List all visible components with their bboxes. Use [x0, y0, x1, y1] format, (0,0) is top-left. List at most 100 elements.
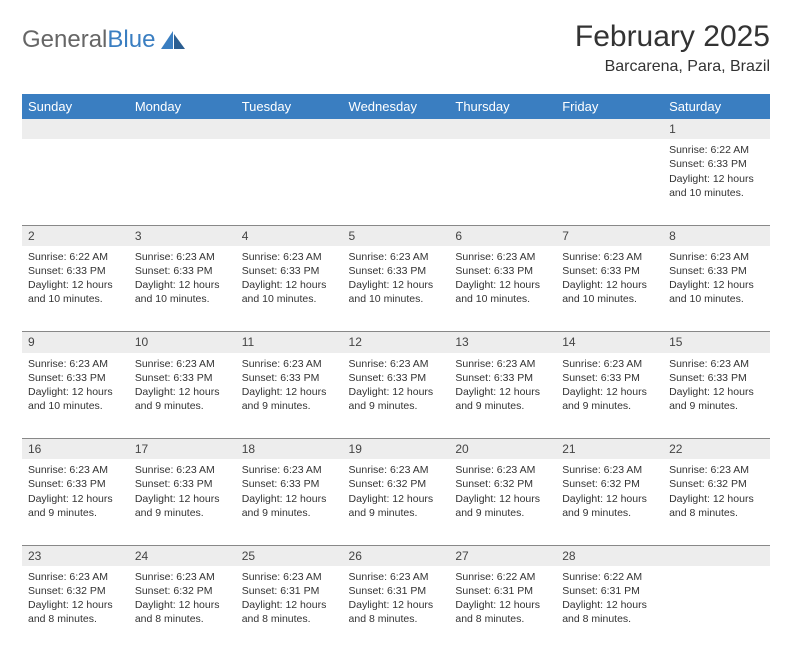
daylight-line: Daylight: 12 hours and 9 minutes. — [28, 492, 123, 520]
day-number-cell: 12 — [343, 332, 450, 353]
day-number-cell: 16 — [22, 439, 129, 460]
weekday-header-row: Sunday Monday Tuesday Wednesday Thursday… — [22, 94, 770, 119]
weekday-header: Thursday — [449, 94, 556, 119]
sunset-line: Sunset: 6:31 PM — [349, 584, 444, 598]
daylight-line: Daylight: 12 hours and 9 minutes. — [562, 492, 657, 520]
sunrise-line: Sunrise: 6:23 AM — [669, 463, 764, 477]
day-content-row: Sunrise: 6:22 AMSunset: 6:33 PMDaylight:… — [22, 139, 770, 225]
sunrise-line: Sunrise: 6:23 AM — [242, 250, 337, 264]
day-content-cell: Sunrise: 6:23 AMSunset: 6:33 PMDaylight:… — [343, 246, 450, 332]
sunrise-line: Sunrise: 6:23 AM — [455, 463, 550, 477]
day-content-cell — [22, 139, 129, 225]
day-number-row: 16171819202122 — [22, 439, 770, 460]
day-content-cell: Sunrise: 6:23 AMSunset: 6:33 PMDaylight:… — [343, 353, 450, 439]
daylight-line: Daylight: 12 hours and 9 minutes. — [349, 385, 444, 413]
sunrise-line: Sunrise: 6:23 AM — [242, 463, 337, 477]
sunset-line: Sunset: 6:33 PM — [562, 264, 657, 278]
day-number-cell: 18 — [236, 439, 343, 460]
daylight-line: Daylight: 12 hours and 10 minutes. — [242, 278, 337, 306]
daylight-line: Daylight: 12 hours and 8 minutes. — [242, 598, 337, 626]
sunset-line: Sunset: 6:32 PM — [349, 477, 444, 491]
day-number-cell: 19 — [343, 439, 450, 460]
sunset-line: Sunset: 6:32 PM — [562, 477, 657, 491]
day-number-cell: 14 — [556, 332, 663, 353]
daylight-line: Daylight: 12 hours and 8 minutes. — [455, 598, 550, 626]
sunrise-line: Sunrise: 6:23 AM — [349, 357, 444, 371]
daylight-line: Daylight: 12 hours and 9 minutes. — [562, 385, 657, 413]
sunrise-line: Sunrise: 6:23 AM — [455, 250, 550, 264]
day-number-cell — [22, 119, 129, 139]
day-content-cell: Sunrise: 6:23 AMSunset: 6:33 PMDaylight:… — [236, 353, 343, 439]
day-content-cell: Sunrise: 6:23 AMSunset: 6:33 PMDaylight:… — [556, 246, 663, 332]
day-content-cell: Sunrise: 6:23 AMSunset: 6:33 PMDaylight:… — [129, 353, 236, 439]
sunrise-line: Sunrise: 6:23 AM — [135, 250, 230, 264]
day-number-cell — [556, 119, 663, 139]
logo-text-blue: Blue — [107, 26, 155, 54]
location: Barcarena, Para, Brazil — [575, 58, 770, 76]
daylight-line: Daylight: 12 hours and 8 minutes. — [135, 598, 230, 626]
day-number-cell: 11 — [236, 332, 343, 353]
sunrise-line: Sunrise: 6:23 AM — [562, 463, 657, 477]
day-content-cell — [236, 139, 343, 225]
day-content-cell: Sunrise: 6:23 AMSunset: 6:33 PMDaylight:… — [663, 246, 770, 332]
day-content-cell: Sunrise: 6:23 AMSunset: 6:33 PMDaylight:… — [449, 353, 556, 439]
sunset-line: Sunset: 6:33 PM — [349, 371, 444, 385]
day-content-cell: Sunrise: 6:23 AMSunset: 6:33 PMDaylight:… — [22, 353, 129, 439]
sunrise-line: Sunrise: 6:22 AM — [669, 143, 764, 157]
day-content-cell: Sunrise: 6:23 AMSunset: 6:33 PMDaylight:… — [449, 246, 556, 332]
daylight-line: Daylight: 12 hours and 8 minutes. — [28, 598, 123, 626]
day-number-cell: 28 — [556, 545, 663, 566]
sunset-line: Sunset: 6:33 PM — [455, 371, 550, 385]
day-content-cell: Sunrise: 6:22 AMSunset: 6:33 PMDaylight:… — [663, 139, 770, 225]
sunset-line: Sunset: 6:33 PM — [28, 264, 123, 278]
daylight-line: Daylight: 12 hours and 9 minutes. — [455, 492, 550, 520]
sunrise-line: Sunrise: 6:23 AM — [455, 357, 550, 371]
sunset-line: Sunset: 6:31 PM — [242, 584, 337, 598]
day-number-cell: 8 — [663, 225, 770, 246]
sunset-line: Sunset: 6:32 PM — [135, 584, 230, 598]
sunrise-line: Sunrise: 6:23 AM — [242, 357, 337, 371]
day-content-cell: Sunrise: 6:23 AMSunset: 6:31 PMDaylight:… — [236, 566, 343, 652]
day-content-cell: Sunrise: 6:23 AMSunset: 6:33 PMDaylight:… — [236, 459, 343, 545]
sunrise-line: Sunrise: 6:23 AM — [669, 357, 764, 371]
day-content-cell: Sunrise: 6:23 AMSunset: 6:33 PMDaylight:… — [236, 246, 343, 332]
sunset-line: Sunset: 6:33 PM — [669, 157, 764, 171]
day-content-row: Sunrise: 6:23 AMSunset: 6:33 PMDaylight:… — [22, 353, 770, 439]
day-content-cell — [556, 139, 663, 225]
day-number-cell: 25 — [236, 545, 343, 566]
logo-text-gray: General — [22, 26, 107, 54]
daylight-line: Daylight: 12 hours and 10 minutes. — [562, 278, 657, 306]
sunrise-line: Sunrise: 6:22 AM — [562, 570, 657, 584]
day-number-row: 232425262728 — [22, 545, 770, 566]
day-content-cell: Sunrise: 6:22 AMSunset: 6:31 PMDaylight:… — [556, 566, 663, 652]
day-content-cell: Sunrise: 6:23 AMSunset: 6:32 PMDaylight:… — [129, 566, 236, 652]
sunrise-line: Sunrise: 6:23 AM — [28, 570, 123, 584]
day-content-cell: Sunrise: 6:23 AMSunset: 6:32 PMDaylight:… — [663, 459, 770, 545]
sunrise-line: Sunrise: 6:23 AM — [135, 463, 230, 477]
sunset-line: Sunset: 6:31 PM — [455, 584, 550, 598]
day-number-cell — [129, 119, 236, 139]
sunset-line: Sunset: 6:33 PM — [242, 264, 337, 278]
day-content-cell — [343, 139, 450, 225]
logo-sail-icon — [159, 29, 187, 51]
day-content-cell: Sunrise: 6:23 AMSunset: 6:33 PMDaylight:… — [663, 353, 770, 439]
daylight-line: Daylight: 12 hours and 9 minutes. — [349, 492, 444, 520]
sunset-line: Sunset: 6:33 PM — [135, 371, 230, 385]
sunset-line: Sunset: 6:32 PM — [669, 477, 764, 491]
header: GeneralBlue February 2025 Barcarena, Par… — [22, 20, 770, 76]
weekday-header: Monday — [129, 94, 236, 119]
weekday-header: Sunday — [22, 94, 129, 119]
day-content-cell — [129, 139, 236, 225]
day-number-cell: 13 — [449, 332, 556, 353]
day-content-cell: Sunrise: 6:23 AMSunset: 6:33 PMDaylight:… — [556, 353, 663, 439]
daylight-line: Daylight: 12 hours and 9 minutes. — [242, 385, 337, 413]
daylight-line: Daylight: 12 hours and 10 minutes. — [455, 278, 550, 306]
daylight-line: Daylight: 12 hours and 9 minutes. — [242, 492, 337, 520]
day-content-cell: Sunrise: 6:23 AMSunset: 6:32 PMDaylight:… — [449, 459, 556, 545]
day-content-cell: Sunrise: 6:23 AMSunset: 6:32 PMDaylight:… — [343, 459, 450, 545]
weekday-header: Friday — [556, 94, 663, 119]
calendar-table: Sunday Monday Tuesday Wednesday Thursday… — [22, 94, 770, 652]
daylight-line: Daylight: 12 hours and 9 minutes. — [135, 385, 230, 413]
sunrise-line: Sunrise: 6:23 AM — [349, 463, 444, 477]
logo: GeneralBlue — [22, 20, 187, 54]
